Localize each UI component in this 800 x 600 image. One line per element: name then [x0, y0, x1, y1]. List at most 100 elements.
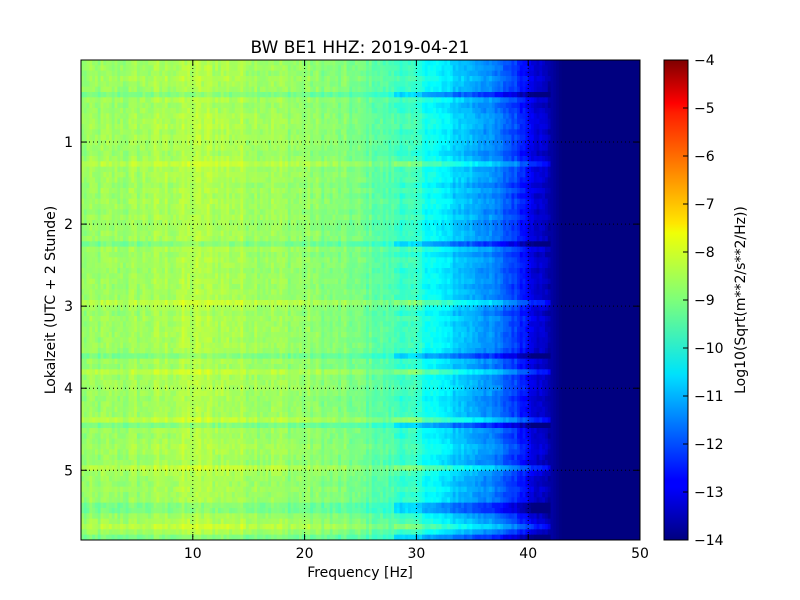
heatmap-cell — [586, 76, 591, 82]
heatmap-cell — [620, 124, 624, 130]
heatmap-cell — [114, 97, 118, 104]
heatmap-cell — [265, 129, 269, 136]
heatmap-cell — [354, 108, 359, 114]
heatmap-cell — [558, 134, 563, 141]
heatmap-cell — [326, 65, 331, 72]
heatmap-cell — [363, 177, 367, 184]
heatmap-cell — [575, 81, 580, 88]
heatmap-cell — [125, 60, 130, 66]
heatmap-cell — [190, 140, 194, 146]
heatmap-cell — [142, 134, 146, 141]
heatmap-cell — [435, 81, 440, 88]
heatmap-cell — [458, 166, 462, 173]
heatmap-cell — [335, 76, 339, 82]
heatmap-cell — [458, 177, 462, 184]
heatmap-cell — [251, 182, 255, 189]
heatmap-cell — [209, 140, 213, 146]
heatmap-cell — [564, 118, 568, 125]
heatmap-cell — [491, 172, 496, 178]
heatmap-cell — [567, 86, 571, 93]
heatmap-cell — [245, 150, 250, 157]
heatmap-cell — [243, 92, 247, 98]
heatmap-cell — [254, 86, 258, 93]
heatmap-cell — [332, 124, 336, 130]
heatmap-cell — [514, 156, 518, 162]
heatmap-cell — [290, 108, 295, 114]
heatmap-cell — [106, 177, 110, 184]
heatmap-cell — [388, 166, 392, 173]
heatmap-cell — [203, 118, 208, 125]
heatmap-cell — [385, 150, 390, 157]
heatmap-cell — [164, 150, 169, 157]
heatmap-cell — [142, 182, 146, 189]
heatmap-cell — [271, 140, 275, 146]
heatmap-cell — [184, 177, 188, 184]
heatmap-cell — [463, 140, 468, 146]
heatmap-cell — [570, 188, 574, 194]
heatmap-cell — [366, 129, 370, 136]
heatmap-cell — [293, 188, 297, 194]
heatmap-cell — [343, 65, 348, 72]
heatmap-cell — [391, 182, 395, 189]
heatmap-cell — [187, 182, 191, 189]
heatmap-cell — [617, 145, 622, 152]
heatmap-cell — [212, 172, 216, 178]
heatmap-cell — [385, 124, 390, 130]
heatmap-cell — [542, 156, 546, 162]
heatmap-cell — [416, 97, 420, 104]
heatmap-cell — [480, 150, 485, 157]
heatmap-cell — [220, 150, 225, 157]
heatmap-cell — [480, 166, 485, 173]
heatmap-cell — [449, 92, 454, 98]
heatmap-cell — [483, 156, 487, 162]
heatmap-cell — [178, 134, 183, 141]
heatmap-cell — [578, 129, 582, 136]
heatmap-cell — [486, 134, 490, 141]
heatmap-cell — [438, 81, 443, 88]
heatmap-cell — [410, 156, 415, 162]
heatmap-cell — [215, 129, 219, 136]
heatmap-cell — [131, 97, 135, 104]
heatmap-cell — [114, 166, 118, 173]
heatmap-cell — [514, 145, 518, 152]
heatmap-cell — [595, 156, 599, 162]
heatmap-cell — [385, 140, 390, 146]
heatmap-cell — [312, 172, 317, 178]
heatmap-cell — [262, 182, 267, 189]
heatmap-cell — [405, 156, 409, 162]
heatmap-cell — [290, 97, 295, 104]
heatmap-cell — [511, 102, 515, 109]
heatmap-cell — [248, 86, 253, 93]
heatmap-cell — [556, 81, 560, 88]
heatmap-cell — [192, 172, 197, 178]
heatmap-cell — [111, 129, 116, 136]
heatmap-cell — [271, 172, 275, 178]
heatmap-cell — [268, 134, 272, 141]
heatmap-cell — [245, 102, 250, 109]
heatmap-cell — [419, 118, 423, 125]
heatmap-cell — [114, 161, 118, 168]
heatmap-cell — [89, 97, 93, 104]
heatmap-cell — [145, 129, 149, 136]
heatmap-cell — [265, 86, 269, 93]
heatmap-cell — [589, 113, 594, 120]
heatmap-cell — [623, 65, 627, 72]
heatmap-cell — [503, 177, 507, 184]
heatmap-cell — [609, 76, 613, 82]
heatmap-cell — [620, 118, 624, 125]
heatmap-cell — [433, 182, 437, 189]
heatmap-cell — [231, 129, 236, 136]
heatmap-cell — [575, 118, 580, 125]
heatmap-cell — [531, 177, 535, 184]
heatmap-cell — [167, 134, 172, 141]
heatmap-cell — [539, 97, 543, 104]
heatmap-cell — [612, 172, 616, 178]
heatmap-cell — [318, 86, 322, 93]
heatmap-cell — [352, 113, 356, 120]
heatmap-cell — [125, 81, 130, 88]
heatmap-cell — [581, 161, 585, 168]
heatmap-cell — [349, 113, 353, 120]
heatmap-cell — [217, 102, 222, 109]
heatmap-cell — [312, 118, 317, 125]
heatmap-cell — [394, 182, 398, 189]
